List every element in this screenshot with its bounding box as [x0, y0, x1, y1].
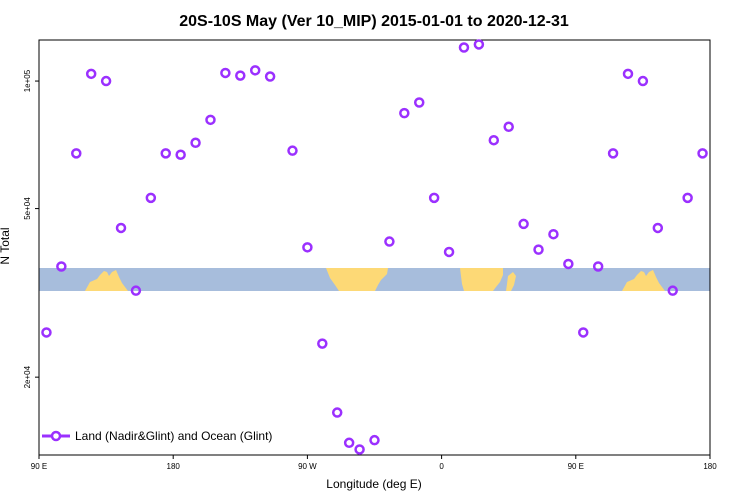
data-point	[428, 192, 440, 204]
y-tick-label: 5e+04	[23, 197, 32, 220]
data-point	[249, 65, 261, 76]
data-point	[317, 338, 328, 349]
data-points	[41, 39, 708, 455]
data-point	[235, 70, 246, 81]
x-tick-label: 90 E	[31, 462, 47, 471]
data-point	[607, 148, 619, 159]
data-point	[160, 148, 171, 159]
data-point	[287, 145, 298, 156]
data-point	[682, 192, 693, 204]
x-tick-label: 0	[439, 462, 444, 471]
data-point	[637, 75, 649, 87]
data-point	[190, 137, 201, 149]
legend: Land (Nadir&Glint) and Ocean (Glint)	[42, 429, 272, 443]
data-point	[41, 327, 52, 338]
y-axis: 2e+04 5e+04 1e+05	[23, 69, 39, 388]
x-tick-label: 90 W	[298, 462, 317, 471]
data-point	[458, 42, 470, 53]
x-tick-label: 90 E	[568, 462, 584, 471]
y-tick-label: 1e+05	[23, 69, 32, 92]
data-point	[399, 107, 410, 119]
data-point	[652, 222, 664, 234]
data-point	[667, 285, 678, 296]
data-point	[145, 192, 157, 204]
data-point	[384, 236, 395, 247]
y-axis-label: N Total	[0, 227, 12, 264]
data-point	[85, 68, 97, 80]
data-point	[343, 437, 355, 449]
data-point	[115, 222, 127, 234]
data-point	[130, 285, 142, 296]
land-madagascar	[506, 272, 516, 291]
data-point	[205, 114, 216, 126]
data-point	[592, 261, 604, 272]
data-point	[220, 67, 231, 79]
map-strip	[39, 268, 710, 291]
land-africa	[460, 268, 503, 291]
x-tick-label: 180	[703, 462, 717, 471]
chart-title: 20S-10S May (Ver 10_MIP) 2015-01-01 to 2…	[179, 13, 569, 30]
y-tick-label: 2e+04	[23, 365, 32, 388]
data-point	[518, 218, 529, 230]
data-point	[264, 71, 276, 82]
data-point	[533, 244, 544, 255]
data-point	[443, 246, 455, 258]
data-point	[175, 149, 186, 160]
legend-label: Land (Nadir&Glint) and Ocean (Glint)	[75, 429, 272, 443]
data-point	[71, 148, 82, 159]
data-point	[302, 242, 313, 253]
data-point	[100, 75, 112, 87]
data-point	[56, 261, 67, 272]
land-australia-right	[622, 270, 665, 291]
plot-frame	[38, 39, 711, 456]
legend-marker	[50, 430, 62, 442]
data-point	[473, 39, 485, 50]
data-point	[413, 97, 425, 108]
land-australia-left	[85, 270, 128, 291]
land-south-america	[326, 268, 388, 291]
data-point	[331, 407, 343, 418]
x-axis-label: Longitude (deg E)	[326, 477, 421, 491]
x-axis: 90 E 180 90 W 0 90 E 180	[31, 455, 717, 471]
data-point	[697, 148, 708, 159]
data-point	[578, 327, 589, 338]
data-point	[503, 121, 514, 133]
data-point	[548, 228, 559, 240]
data-point	[354, 444, 365, 455]
data-point	[563, 258, 574, 270]
x-tick-label: 180	[167, 462, 181, 471]
data-point	[369, 434, 380, 446]
data-point	[488, 134, 500, 146]
data-point	[622, 68, 634, 80]
